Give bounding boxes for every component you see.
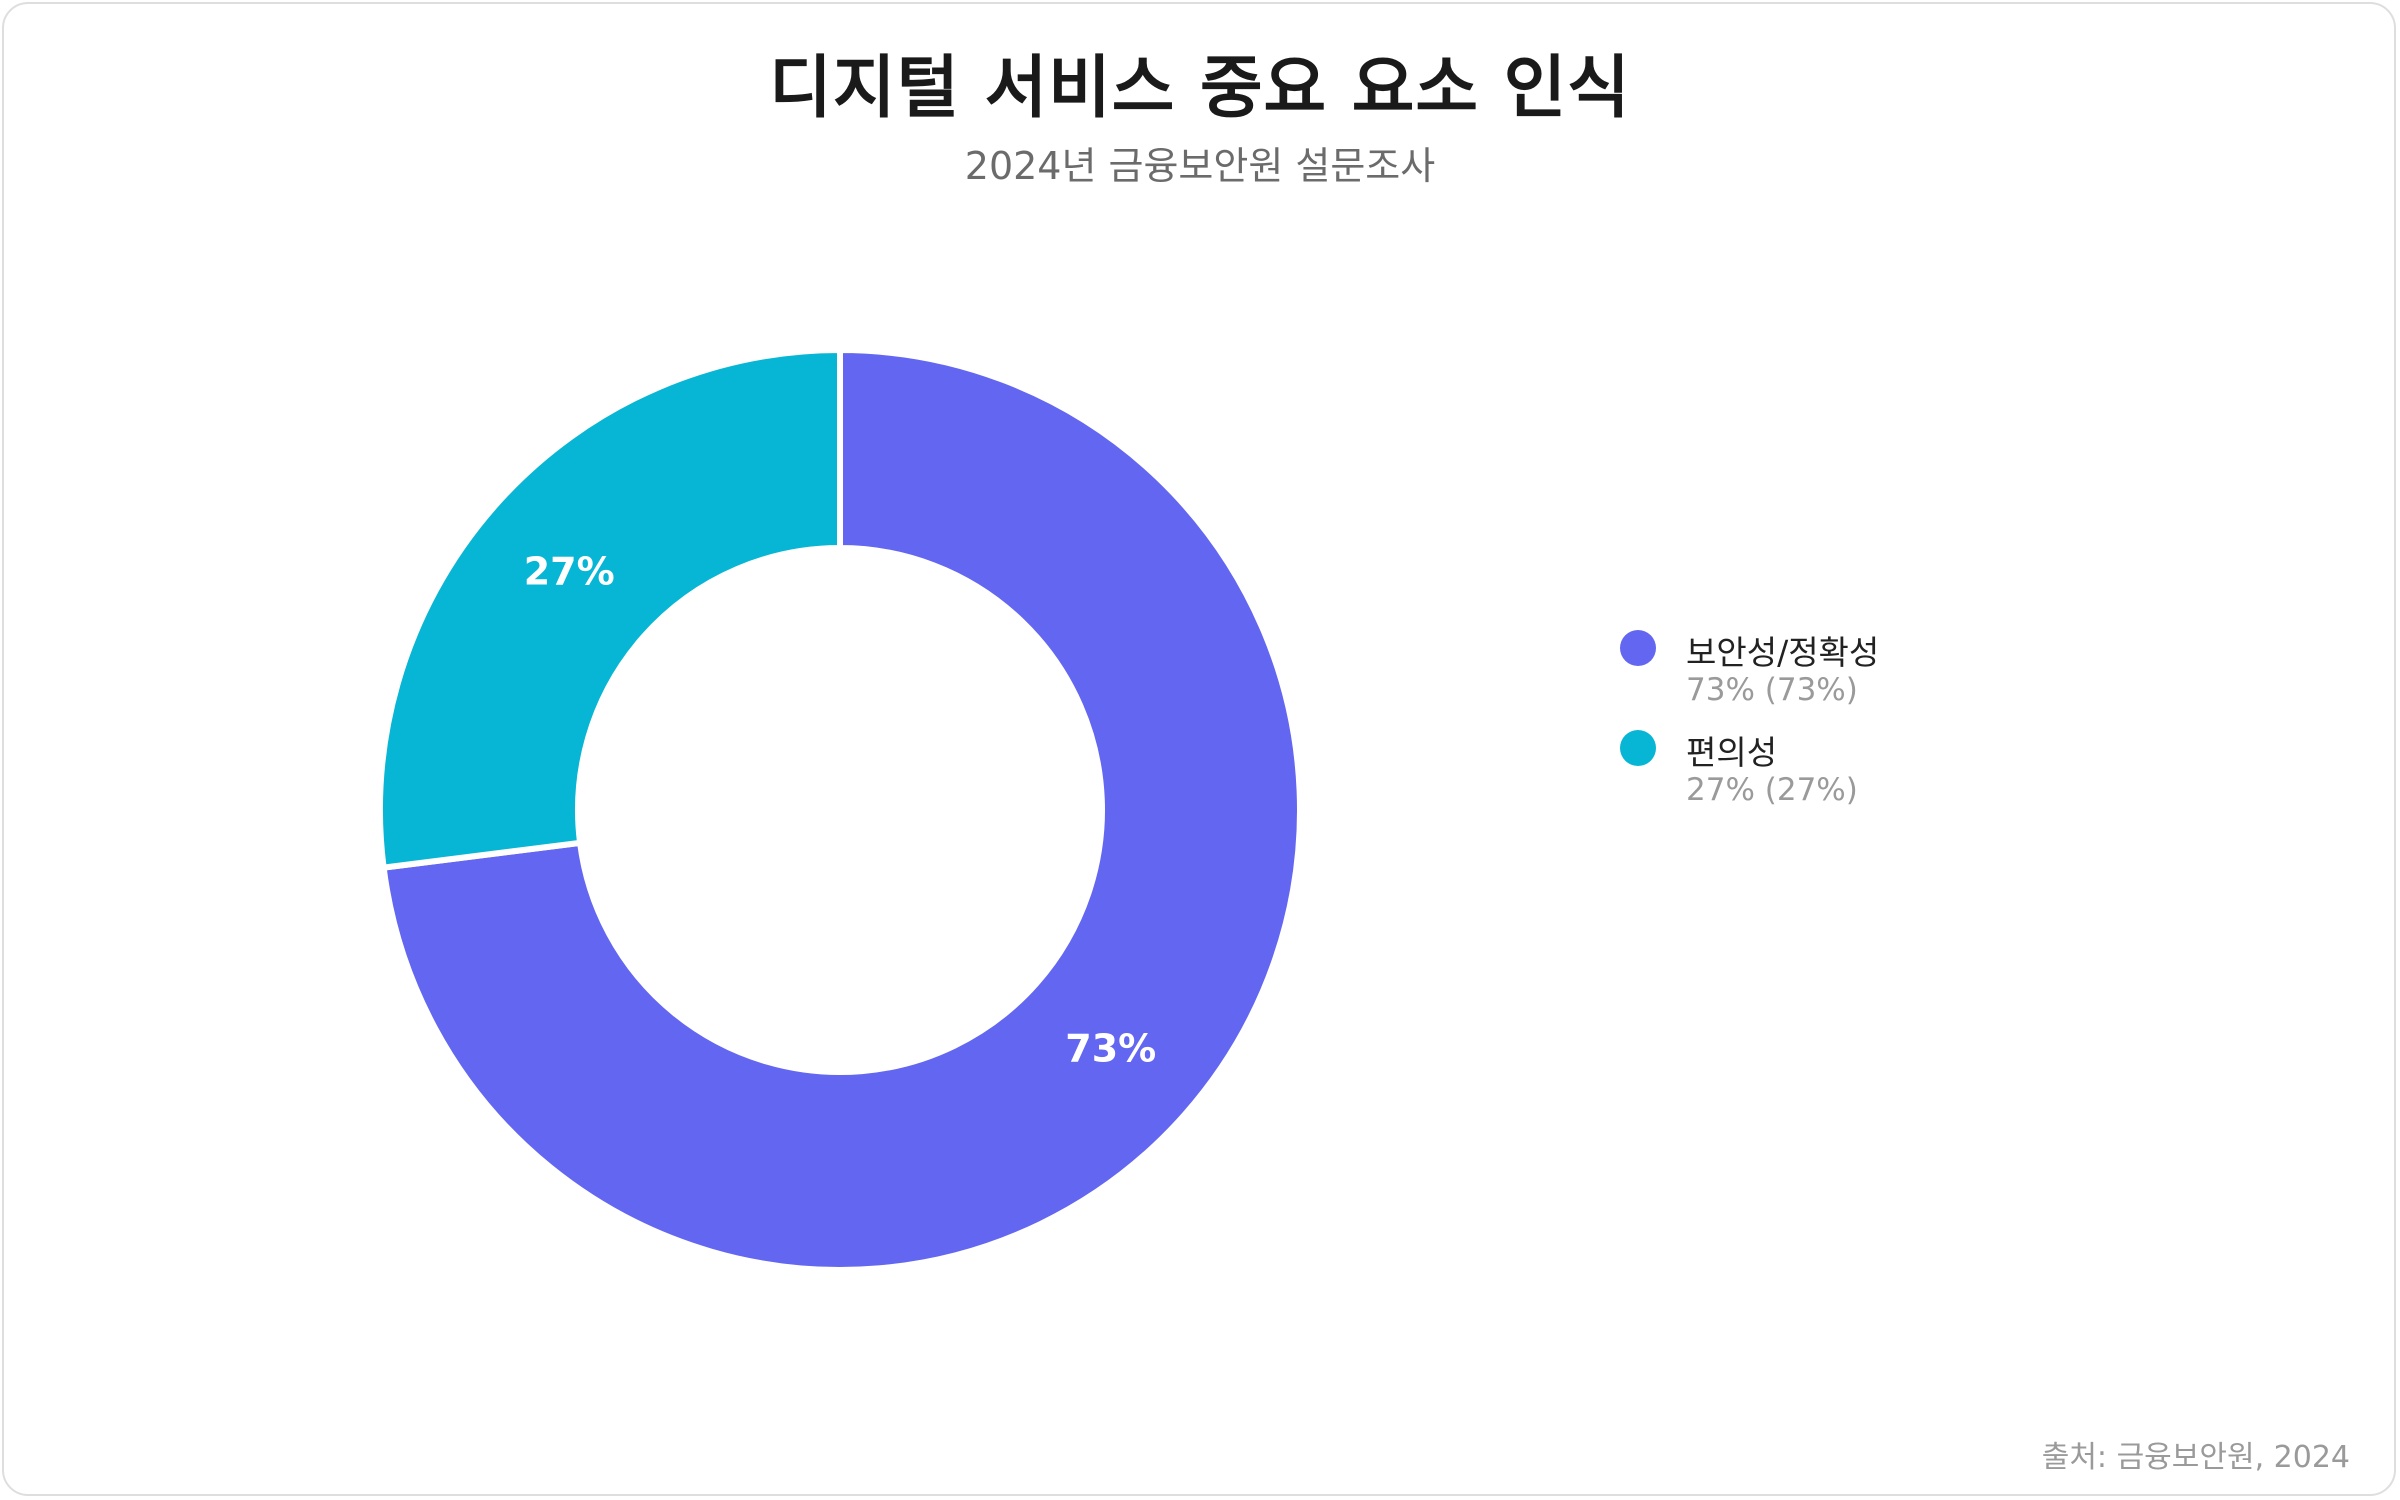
- slice-label-security: 73%: [1065, 1027, 1156, 1071]
- donut-labels: 73% 27%: [524, 549, 1157, 1070]
- chart-subtitle: 2024년 금융보안원 설문조사: [964, 144, 1436, 188]
- legend-dot-convenience: [1620, 730, 1656, 766]
- donut-slices: [377, 346, 1303, 1273]
- chart-title: 디지털 서비스 중요 요소 인식: [769, 49, 1631, 128]
- legend-dot-security: [1620, 630, 1656, 666]
- legend-label-security: 보안성/정확성: [1686, 633, 1880, 672]
- slice-security: [380, 346, 1303, 1273]
- legend-label-convenience: 편의성: [1686, 733, 1778, 772]
- legend-value-convenience: 27% (27%): [1686, 772, 1858, 808]
- source-note: 출처: 금융보안원, 2024: [2041, 1440, 2350, 1475]
- legend-value-security: 73% (73%): [1686, 672, 1858, 708]
- slice-label-convenience: 27%: [524, 549, 615, 593]
- slice-convenience: [377, 346, 843, 872]
